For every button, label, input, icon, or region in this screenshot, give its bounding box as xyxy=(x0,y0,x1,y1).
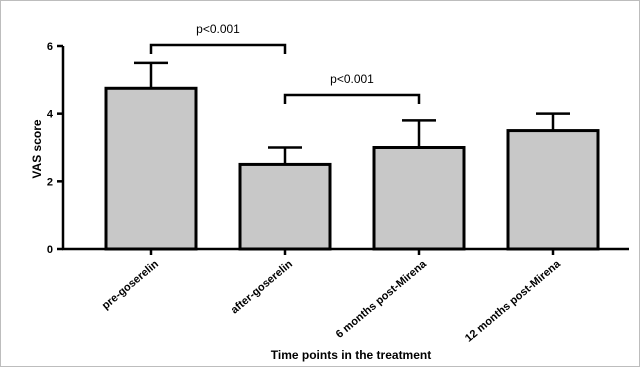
y-tick-label-4: 4 xyxy=(47,109,54,121)
bars-layer xyxy=(104,61,600,251)
y-tick-label-0: 0 xyxy=(47,244,53,256)
bar-1 xyxy=(104,86,198,251)
y-tick-label-2: 2 xyxy=(47,176,53,188)
significance-bracket-1 xyxy=(149,43,287,54)
significance-label-1: p<0.001 xyxy=(196,22,240,36)
bar-2 xyxy=(238,162,332,251)
x-category-label-2: after-goserelin xyxy=(229,258,295,316)
x-category-label-1: pre-goserelin xyxy=(100,258,161,312)
significance-bracket-2 xyxy=(283,93,421,104)
y-tick-label-6: 6 xyxy=(47,41,53,53)
bar-4 xyxy=(506,129,600,251)
x-category-label-4: 12 months post-Mirena xyxy=(463,258,564,345)
significance-layer: p<0.001 p<0.001 xyxy=(149,22,421,104)
significance-label-2: p<0.001 xyxy=(330,72,374,86)
bar-3 xyxy=(372,146,466,251)
x-category-label-3: 6 months post-Mirena xyxy=(334,258,430,341)
y-axis-title: VAS score xyxy=(30,119,44,178)
x-axis-title: Time points in the treatment xyxy=(271,348,431,362)
